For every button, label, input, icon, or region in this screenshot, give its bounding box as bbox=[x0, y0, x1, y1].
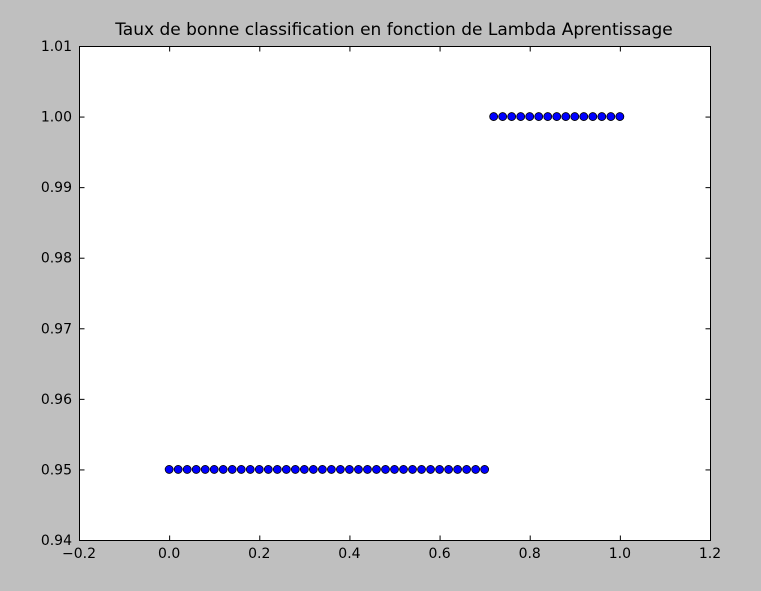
scatter-point bbox=[308, 465, 318, 474]
scatter-points bbox=[164, 112, 625, 474]
y-tick-label: 0.94 bbox=[41, 533, 72, 549]
scatter-point bbox=[408, 465, 417, 474]
scatter-point bbox=[435, 465, 444, 474]
scatter-point bbox=[336, 465, 345, 474]
scatter-point bbox=[417, 465, 426, 474]
scatter-point bbox=[390, 465, 399, 474]
scatter-point bbox=[570, 112, 580, 121]
scatter-point bbox=[543, 112, 553, 121]
axis-tick-labels: −0.2 0.0 0.2 0.4 0.6 0.8 1.0 1.2 0.94 0.95 0.96 0.9… bbox=[41, 39, 721, 562]
x-tick-label: 0.0 bbox=[158, 546, 180, 562]
scatter-point bbox=[326, 465, 336, 474]
y-tick-label: 0.96 bbox=[41, 392, 72, 408]
scatter-point bbox=[354, 465, 363, 474]
plot-area bbox=[79, 46, 711, 541]
y-tick-label: 0.98 bbox=[41, 251, 72, 267]
scatter-point bbox=[552, 112, 562, 121]
axis-ticks bbox=[79, 46, 711, 541]
scatter-point bbox=[579, 112, 589, 121]
scatter-point bbox=[182, 465, 192, 474]
scatter-point bbox=[281, 465, 291, 474]
scatter-point bbox=[299, 465, 309, 474]
scatter-point bbox=[498, 112, 508, 121]
scatter-point bbox=[480, 465, 490, 474]
scatter-point bbox=[345, 465, 354, 474]
scatter-point bbox=[588, 112, 598, 121]
scatter-point bbox=[444, 465, 453, 474]
y-tick-label: 1.01 bbox=[41, 39, 72, 55]
scatter-point bbox=[489, 112, 499, 121]
scatter-point bbox=[516, 112, 526, 121]
x-tick-label: 1.0 bbox=[609, 546, 631, 562]
chart-title: Taux de bonne classification en fonction… bbox=[114, 20, 673, 40]
scatter-point bbox=[399, 465, 408, 474]
scatter-point bbox=[426, 465, 435, 474]
scatter-point bbox=[471, 465, 481, 474]
x-tick-label: 0.4 bbox=[338, 546, 360, 562]
scatter-point bbox=[597, 112, 607, 121]
scatter-point bbox=[615, 112, 625, 121]
scatter-point bbox=[209, 465, 219, 474]
scatter-point bbox=[236, 465, 246, 474]
y-tick-label: 0.97 bbox=[41, 321, 72, 337]
y-tick-label: 1.00 bbox=[41, 110, 72, 126]
y-tick-label: 0.99 bbox=[41, 180, 72, 196]
x-tick-label: 1.2 bbox=[699, 546, 721, 562]
scatter-point bbox=[245, 465, 255, 474]
scatter-point bbox=[561, 112, 571, 121]
scatter-point bbox=[263, 465, 273, 474]
scatter-point bbox=[290, 465, 300, 474]
scatter-point bbox=[317, 465, 327, 474]
scatter-point bbox=[191, 465, 201, 474]
scatter-point bbox=[200, 465, 210, 474]
scatter-point bbox=[173, 465, 183, 474]
x-tick-label: 0.6 bbox=[428, 546, 450, 562]
scatter-point bbox=[381, 465, 390, 474]
scatter-point bbox=[363, 465, 372, 474]
scatter-point bbox=[227, 465, 237, 474]
scatter-point bbox=[534, 112, 544, 121]
scatter-point bbox=[372, 465, 381, 474]
scatter-point bbox=[164, 465, 174, 474]
scatter-point bbox=[272, 465, 282, 474]
scatter-point bbox=[254, 465, 264, 474]
scatter-point bbox=[525, 112, 535, 121]
y-tick-label: 0.95 bbox=[41, 462, 72, 478]
x-tick-label: 0.8 bbox=[519, 546, 541, 562]
x-tick-label: 0.2 bbox=[248, 546, 270, 562]
scatter-point bbox=[218, 465, 228, 474]
scatter-point bbox=[453, 465, 463, 474]
scatter-point bbox=[462, 465, 472, 474]
x-tick-label: −0.2 bbox=[62, 546, 96, 562]
scatter-point bbox=[606, 112, 616, 121]
scatter-point bbox=[507, 112, 517, 121]
